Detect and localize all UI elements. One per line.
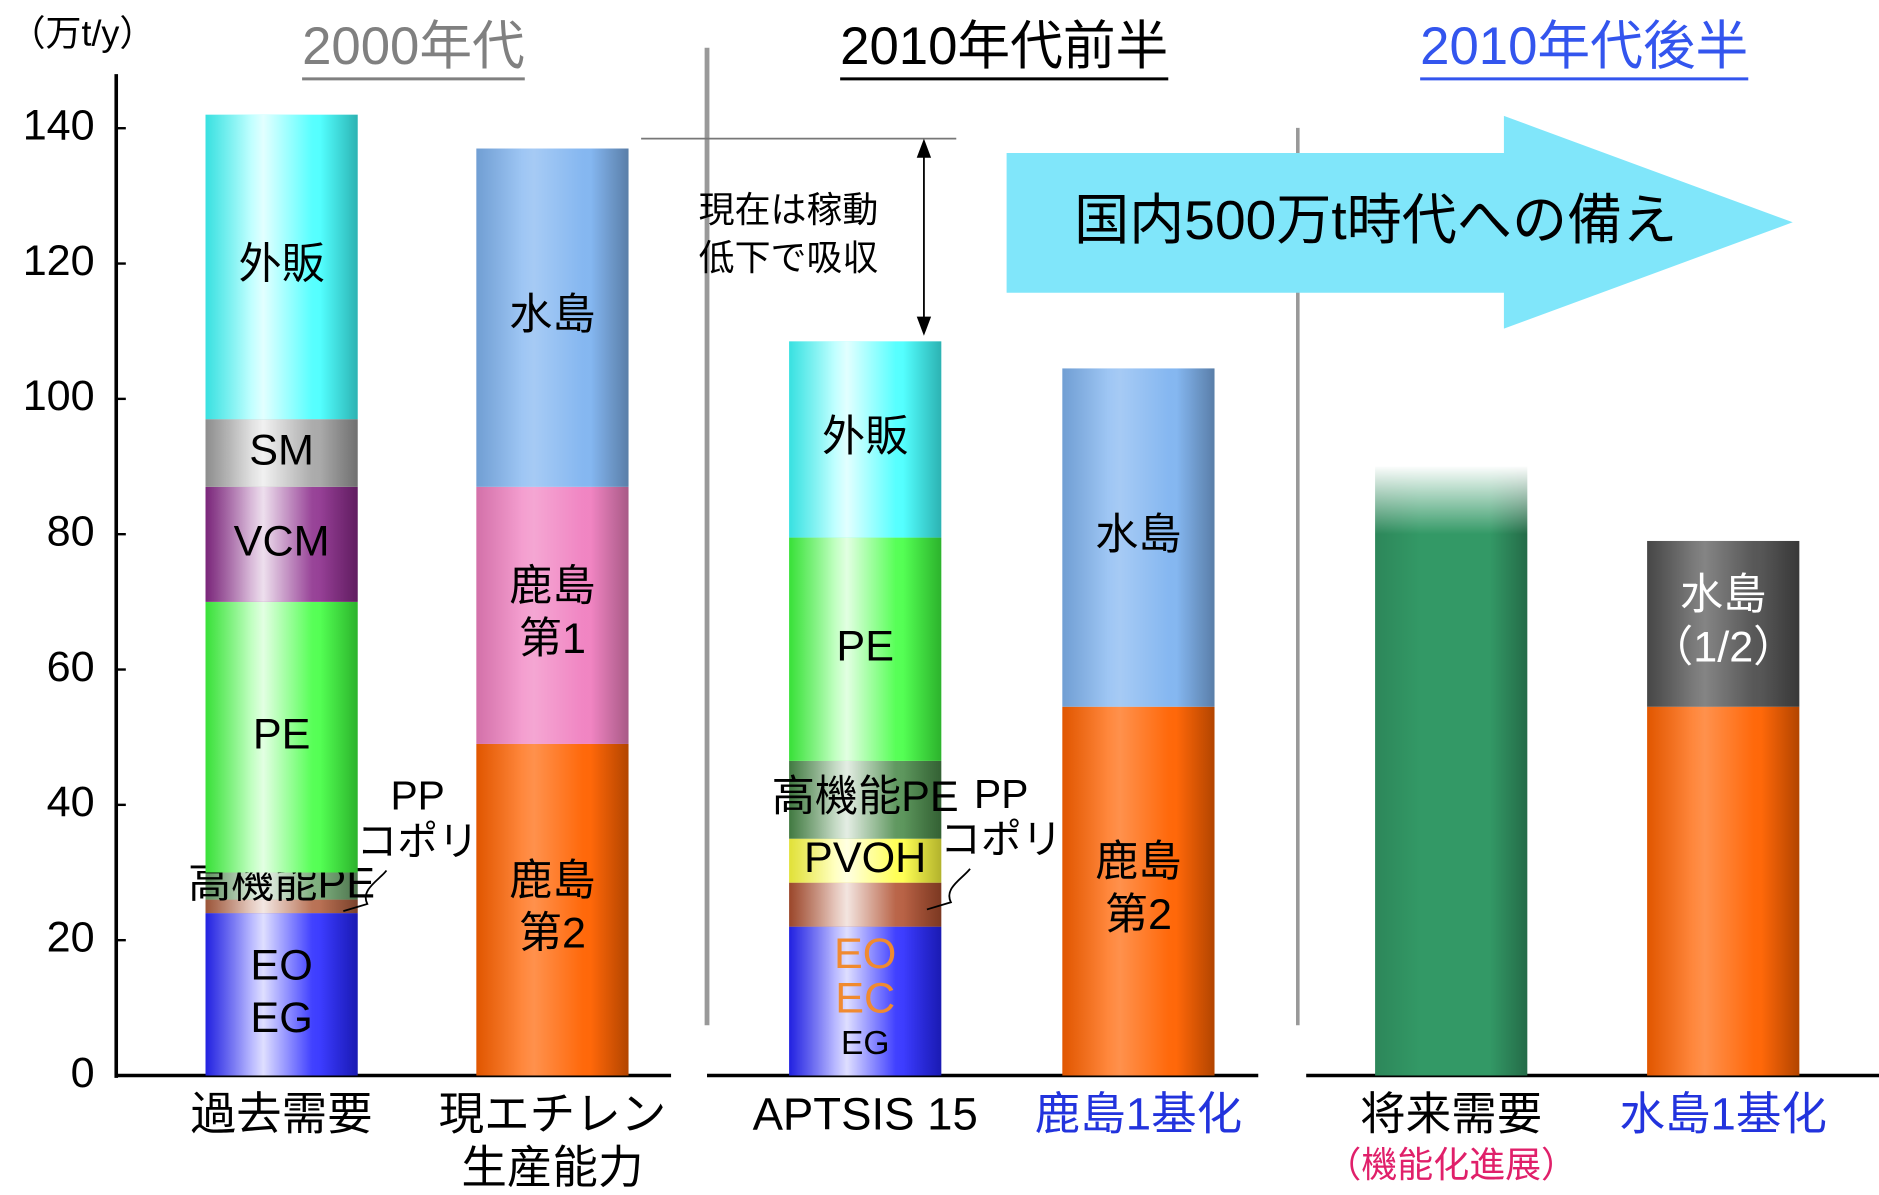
group-title: 2000年代 <box>302 17 525 76</box>
segment-label: EO <box>834 930 896 978</box>
group-title: 2010年代後半 <box>1420 17 1748 76</box>
segment-label: PE <box>836 623 894 671</box>
bar-shade <box>205 114 358 420</box>
segment-label: EG <box>841 1025 889 1062</box>
segment-label: EO <box>250 941 312 989</box>
segment-label: PP <box>390 773 444 819</box>
category-label: APTSIS 15 <box>753 1088 978 1139</box>
segment-label: 外販 <box>238 240 324 288</box>
y-tick-label: 100 <box>23 372 95 420</box>
category-label: 水島1基化 <box>1619 1088 1826 1139</box>
arrow-head <box>916 138 932 158</box>
bar-shade <box>205 601 358 873</box>
bar-shade <box>1647 706 1800 1076</box>
segment-label: 水島 <box>509 291 595 339</box>
bar-shade <box>205 913 358 1076</box>
arrow-head <box>916 316 932 336</box>
leader-line <box>926 868 971 911</box>
category-label: 現エチレン <box>439 1088 667 1139</box>
segment-label: VCM <box>234 518 330 566</box>
segment-label: コポリ <box>357 818 479 864</box>
banner-text: 国内500万t時代への備え <box>1074 189 1677 251</box>
bar-shade <box>789 926 942 1076</box>
segment-label: EG <box>250 994 312 1042</box>
segment-label: 鹿島 <box>1095 838 1181 886</box>
segment-label: 外販 <box>822 413 908 461</box>
bar-shade <box>789 760 942 839</box>
segment-label: SM <box>249 426 314 474</box>
segment-label: 第1 <box>519 615 586 663</box>
category-label: 生産能力 <box>461 1142 643 1193</box>
segment-label: 水島 <box>1095 511 1181 559</box>
bar-shade <box>205 899 358 914</box>
bar-shade <box>1375 466 1528 1076</box>
bar-shade <box>476 486 629 744</box>
segment-label: PP <box>974 771 1028 817</box>
y-tick-label: 120 <box>23 237 95 285</box>
y-tick-label: 20 <box>47 914 95 962</box>
bar-shade <box>789 341 942 538</box>
group-title: 2010年代前半 <box>840 17 1168 76</box>
bar-shade <box>789 537 942 761</box>
segment-label: PVOH <box>804 834 926 882</box>
y-unit: （万t/y） <box>10 13 156 53</box>
segment-label: EC <box>835 974 895 1022</box>
bar-shade <box>789 838 942 883</box>
annotation: 現在は稼動 <box>699 190 879 230</box>
bar-fade <box>1373 465 1529 535</box>
y-tick-label: 80 <box>47 508 95 556</box>
bar-shade <box>1062 706 1215 1076</box>
category-label: 将来需要 <box>1360 1088 1542 1139</box>
segment-label: PE <box>253 711 311 759</box>
category-label: 過去需要 <box>191 1088 373 1139</box>
bar-shade <box>1062 368 1215 707</box>
bar-shade <box>205 872 358 900</box>
segment-label: 高機能PE <box>772 773 959 821</box>
bar-shade <box>205 486 358 602</box>
segment-label: 第2 <box>1105 891 1172 939</box>
bar-shade <box>205 419 358 487</box>
y-tick-label: 60 <box>47 643 95 691</box>
segment-label: 鹿島 <box>509 563 595 611</box>
segment-label: 鹿島 <box>509 857 595 905</box>
segment-label: 水島 <box>1680 571 1766 619</box>
y-tick-label: 0 <box>71 1049 95 1097</box>
category-label: 鹿島1基化 <box>1035 1088 1242 1139</box>
segment-label: （1/2） <box>1650 624 1796 672</box>
bar-shade <box>1647 540 1800 707</box>
leader-line <box>343 869 388 912</box>
bar-shade <box>789 882 942 927</box>
bar-shade <box>476 743 629 1076</box>
y-tick-label: 40 <box>47 778 95 826</box>
segment-label: コポリ <box>940 816 1062 862</box>
bar-shade <box>476 148 629 487</box>
y-tick-label: 140 <box>23 102 95 150</box>
annotation: 低下で吸収 <box>699 238 879 278</box>
segment-label: 第2 <box>519 909 586 957</box>
category-note: （機能化進展） <box>1325 1145 1577 1185</box>
banner-arrow <box>1006 115 1793 329</box>
